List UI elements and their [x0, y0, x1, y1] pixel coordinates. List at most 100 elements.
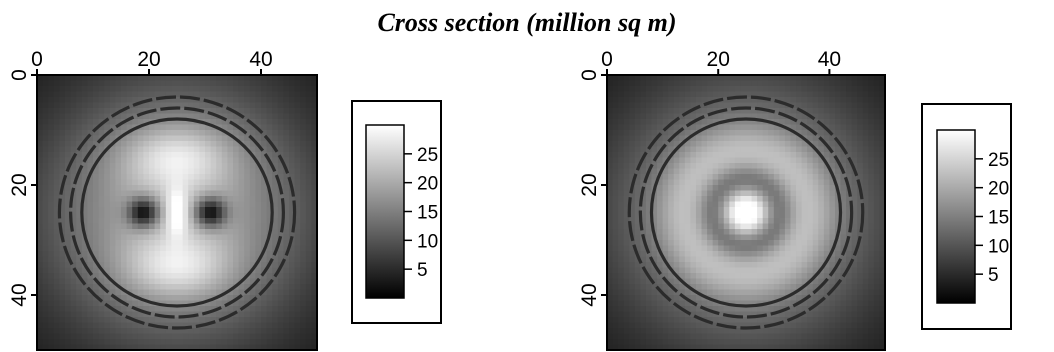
- heatmap-cell: [98, 97, 105, 104]
- heatmap-cell: [729, 157, 736, 164]
- heatmap-cell: [294, 190, 301, 197]
- heatmap-cell: [829, 190, 836, 197]
- heatmap-cell: [645, 245, 653, 252]
- heatmap-cell: [244, 157, 251, 164]
- heatmap-cell: [851, 289, 858, 296]
- heatmap-cell: [846, 328, 853, 335]
- heatmap-cell: [93, 212, 100, 219]
- heatmap-cell: [796, 179, 803, 186]
- heatmap-cell: [873, 245, 881, 252]
- heatmap-cell: [718, 267, 725, 274]
- heatmap-cell: [712, 91, 719, 98]
- heatmap-cell: [779, 289, 786, 296]
- heatmap-cell: [607, 256, 614, 263]
- heatmap-cell: [115, 185, 122, 192]
- heatmap-cell: [182, 229, 189, 236]
- heatmap-cell: [98, 218, 105, 225]
- heatmap-cell: [673, 284, 680, 291]
- heatmap-cell: [701, 80, 708, 87]
- heatmap-cell: [305, 108, 312, 115]
- heatmap-cell: [718, 86, 725, 93]
- heatmap-cell: [857, 262, 864, 269]
- heatmap-cell: [834, 240, 842, 247]
- heatmap-cell: [154, 174, 161, 181]
- heatmap-cell: [59, 240, 66, 247]
- heatmap-cell: [712, 295, 719, 302]
- heatmap-cell: [305, 102, 312, 109]
- heatmap-cell: [76, 234, 83, 241]
- heatmap-cell: [857, 245, 864, 252]
- heatmap-cell: [668, 306, 675, 313]
- heatmap-cell: [65, 317, 72, 324]
- heatmap-cell: [137, 311, 144, 318]
- heatmap-cell: [762, 141, 769, 148]
- heatmap-cell: [790, 152, 797, 159]
- heatmap-cell: [618, 91, 625, 98]
- heatmap-cell: [165, 300, 172, 307]
- heatmap-cell: [751, 223, 758, 230]
- heatmap-cell: [657, 157, 664, 164]
- heatmap-cell: [640, 278, 647, 285]
- heatmap-cell: [216, 130, 223, 137]
- heatmap-cell: [873, 201, 881, 208]
- heatmap-cell: [126, 273, 133, 280]
- heatmap-cell: [840, 119, 847, 126]
- heatmap-cell: [873, 333, 881, 340]
- heatmap-cell: [607, 201, 614, 208]
- heatmap-cell: [868, 229, 875, 236]
- heatmap-cell: [796, 113, 803, 120]
- heatmap-cell: [93, 344, 100, 351]
- heatmap-cell: [289, 152, 296, 159]
- heatmap-cell: [751, 300, 758, 307]
- heatmap-cell: [48, 300, 55, 307]
- heatmap-cell: [762, 201, 769, 208]
- heatmap-cell: [249, 75, 256, 82]
- heatmap-cell: [634, 113, 641, 120]
- heatmap-cell: [48, 119, 55, 126]
- heatmap-cell: [227, 157, 234, 164]
- heatmap-cell: [98, 339, 105, 346]
- heatmap-cell: [779, 240, 786, 247]
- heatmap-cell: [645, 190, 653, 197]
- heatmap-cell: [115, 119, 122, 126]
- heatmap-cell: [634, 174, 641, 181]
- heatmap-cell: [790, 146, 797, 153]
- heatmap-cell: [862, 251, 869, 258]
- heatmap-cell: [126, 333, 133, 340]
- heatmap-cell: [768, 130, 775, 137]
- heatmap-cell: [98, 328, 105, 335]
- heatmap-cell: [857, 124, 864, 131]
- heatmap-cell: [618, 179, 625, 186]
- heatmap-cell: [634, 223, 641, 230]
- heatmap-cell: [684, 273, 691, 280]
- heatmap-cell: [221, 218, 228, 225]
- heatmap-cell: [76, 289, 83, 296]
- heatmap-cell: [98, 212, 105, 219]
- heatmap-cell: [662, 328, 669, 335]
- heatmap-cell: [857, 278, 864, 285]
- heatmap-cell: [801, 201, 808, 208]
- heatmap-cell: [784, 91, 792, 98]
- heatmap-cell: [740, 207, 747, 214]
- heatmap-cell: [673, 229, 680, 236]
- heatmap-cell: [93, 328, 100, 335]
- heatmap-cell: [93, 146, 100, 153]
- heatmap-cell: [873, 218, 881, 225]
- heatmap-cell: [684, 267, 691, 274]
- heatmap-cell: [261, 130, 268, 137]
- heatmap-cell: [634, 108, 641, 115]
- heatmap-cell: [300, 146, 307, 153]
- heatmap-cell: [249, 333, 256, 340]
- heatmap-cell: [751, 207, 758, 214]
- heatmap-cell: [734, 333, 742, 340]
- heatmap-cell: [707, 108, 714, 115]
- heatmap-cell: [294, 179, 301, 186]
- heatmap-cell: [873, 185, 881, 192]
- heatmap-cell: [121, 245, 128, 252]
- heatmap-cell: [657, 179, 664, 186]
- heatmap-cell: [829, 295, 836, 302]
- heatmap-cell: [712, 80, 719, 87]
- heatmap-cell: [823, 97, 830, 104]
- heatmap-cell: [165, 284, 172, 291]
- heatmap-cell: [132, 311, 139, 318]
